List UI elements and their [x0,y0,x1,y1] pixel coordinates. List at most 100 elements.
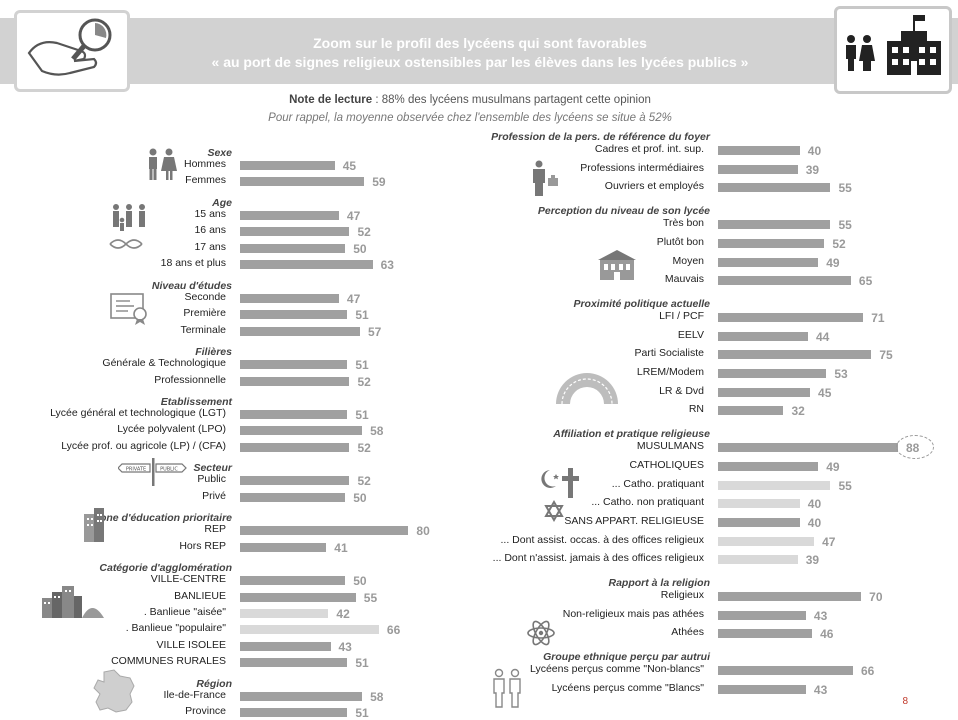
bar-label: BANLIEUE [174,589,226,602]
atom-icon [527,620,555,646]
bar-value: 59 [372,175,386,190]
bar-label: Seconde [184,290,226,303]
bar [718,684,806,694]
bar-value: 40 [807,515,822,530]
bar [718,331,808,341]
france-map-icon [93,669,135,713]
bar-label: Religieux [660,589,704,601]
private-public-sign-icon: PRIVATE PUBLIC [118,458,187,486]
city-building-icon [84,508,104,542]
bar [718,555,798,565]
bar-label: 16 ans [194,224,226,237]
students-school-icon [834,6,952,94]
school-building-icon [598,250,636,280]
bar-label: Lycée prof. ou agricole (LP) / (CFA) [61,439,226,452]
bar-value: 58 [370,689,384,704]
bar-value: 55 [838,181,852,196]
svg-text:PRIVATE: PRIVATE [126,467,146,473]
bar-label: ... Dont n'assist. jamais à des offices … [492,552,704,565]
group-title: Etablissement [160,395,232,408]
bar [240,625,379,635]
bar-label: Générale & Technologique [102,357,226,370]
bar [240,243,346,253]
bar-value: 52 [357,440,371,455]
bar [240,161,335,170]
bar-value: 39 [805,553,820,568]
bar-label: Professions intermédiaires [580,161,704,174]
bar-value: 46 [820,627,834,642]
bar [718,183,831,193]
bar-label: Terminale [180,323,226,336]
bar-value: 66 [386,623,401,638]
bar [718,369,827,378]
religious-symbols-icon [541,468,579,522]
reading-note: Note de lecture : 88% des lycéens musulm… [0,94,940,106]
bar-value: 58 [370,424,384,439]
bar [718,517,800,527]
bar [240,492,346,502]
bar-label: Mauvais [664,273,704,286]
bar-label: COMMUNES RURALES [111,655,226,668]
bar-label: 18 ans et plus [160,257,226,270]
bar [718,461,819,471]
bar-value: 44 [815,329,830,344]
bar-label: LFI / PCF [659,309,704,322]
bar-value: 45 [342,159,357,173]
bar [240,409,348,419]
bar [718,480,831,490]
bar-label: . Banlieue "aisée" [143,606,226,618]
bar-value: 47 [346,291,361,306]
reading-note-label: Note de lecture [289,94,373,106]
bar [240,177,365,187]
bar [240,542,327,552]
bar-label: Hors REP [179,539,226,552]
page-number: 8 [902,696,908,707]
workers-icon [533,160,558,196]
bar-label: VILLE ISOLEE [156,638,226,651]
bar-value: 49 [826,255,840,270]
bar-value: 51 [355,706,369,720]
bar-label: EELV [677,328,704,341]
group-title: Catégorie d'agglomération [99,562,232,575]
bar-value: 50 [353,490,367,505]
bar-label: Athées [671,626,704,639]
bar-label: Lycéens perçus comme "Non-blancs" [530,663,704,676]
bar [718,387,811,397]
group-title: Région [196,677,232,690]
bar [718,276,851,286]
group-title: Zone d'éducation prioritaire [93,512,232,525]
bar-label: Lycée général et technologique (LGT) [50,406,226,419]
hemicycle-icon [556,373,618,405]
bar [718,164,798,174]
people-outline-icon [493,668,521,708]
group-title: Niveau d'études [151,279,232,292]
bar [718,610,806,620]
magnifier-chart-icon [14,10,130,92]
bar [240,293,339,303]
reading-note-reminder: Pour rappel, la moyenne observée chez l'… [268,112,672,124]
bar [240,592,356,602]
group-title: Filières [195,346,232,359]
bar-value: 45 [818,385,832,400]
bar-value: 52 [357,374,371,389]
bar-label: . Banlieue "populaire" [125,622,226,635]
bar-value: 52 [357,474,371,489]
bar-value: 55 [838,218,852,233]
bar [718,443,898,453]
bar-value: 41 [334,540,348,555]
highlight-ring [895,435,934,460]
bar-value: 47 [346,208,361,223]
bar [240,310,348,320]
bar [718,146,800,155]
bar [718,666,853,676]
bar-label: Première [183,307,226,320]
bar-label: Cadres et prof. int. sup. [594,143,704,155]
bar-value: 75 [879,348,893,363]
bar [718,350,872,360]
bar [240,260,373,270]
bar-value: 51 [355,407,369,422]
bar-value: 52 [357,225,371,240]
bar-label: LREM/Modem [636,366,704,378]
bar-label: Moyen [672,254,704,267]
bar [240,609,329,618]
